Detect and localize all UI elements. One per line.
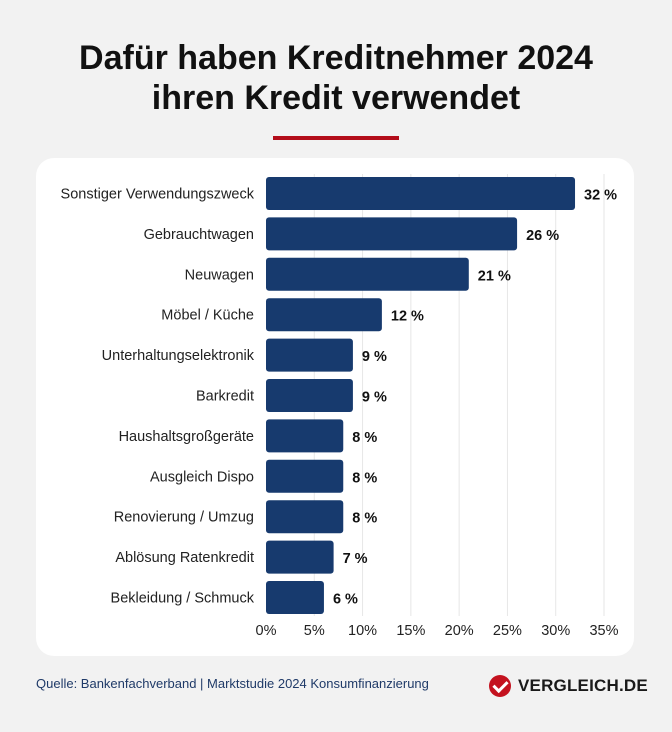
x-tick-label: 30% (541, 623, 570, 639)
bar (266, 379, 353, 412)
bar (266, 459, 344, 493)
bar (266, 217, 518, 251)
category-label: Ausgleich Dispo (150, 469, 254, 485)
x-tick-label: 20% (445, 623, 474, 639)
value-label: 21 % (478, 268, 511, 284)
value-label: 8 % (352, 430, 377, 446)
value-label: 32 % (584, 188, 617, 204)
bar (266, 500, 344, 534)
chart-title-line-1: Dafür haben Kreditnehmer 2024 (79, 39, 593, 77)
value-label: 26 % (526, 228, 559, 244)
x-tick-label: 25% (493, 623, 522, 639)
bar (266, 419, 344, 453)
chart-title: Dafür haben Kreditnehmer 2024 ihren Kred… (0, 38, 672, 118)
category-label: Neuwagen (185, 267, 254, 283)
bar (266, 298, 382, 332)
value-label: 8 % (352, 511, 377, 527)
bar (266, 177, 576, 210)
title-underline (273, 136, 399, 140)
category-label: Gebrauchtwagen (144, 227, 254, 243)
category-label: Unterhaltungselektronik (102, 348, 255, 364)
bar (266, 338, 353, 372)
value-label: 9 % (362, 390, 387, 406)
chart-title-line-2: ihren Kredit verwendet (151, 79, 521, 117)
x-tick-label: 0% (256, 623, 277, 639)
x-tick-label: 35% (589, 623, 618, 639)
value-label: 7 % (343, 551, 368, 567)
bar (266, 540, 334, 574)
chart-card: Sonstiger Verwendungszweck 32 % Gebrauchtw… (36, 158, 634, 656)
value-label: 6 % (333, 592, 358, 608)
value-label: 8 % (352, 470, 377, 486)
category-label: Bekleidung / Schmuck (111, 591, 255, 607)
value-label: 12 % (391, 309, 424, 325)
value-label: 9 % (362, 349, 387, 365)
category-label: Renovierung / Umzug (114, 510, 254, 526)
checkmark-icon (489, 675, 511, 697)
bar (266, 581, 324, 614)
category-label: Möbel / Küche (161, 308, 254, 324)
bar-chart: Sonstiger Verwendungszweck 32 % Gebrauchtw… (61, 174, 619, 639)
x-tick-label: 15% (396, 623, 425, 639)
category-label: Ablösung Ratenkredit (115, 550, 254, 566)
source-note: Quelle: Bankenfachverband | Marktstudie … (36, 676, 429, 691)
bar (266, 257, 469, 291)
category-label: Sonstiger Verwendungszweck (61, 187, 255, 203)
x-tick-label: 10% (348, 623, 377, 639)
brand-name: VERGLEICH.DE (518, 676, 648, 695)
category-label: Haushaltsgroßgeräte (119, 429, 254, 445)
brand-logo: VERGLEICH.DE (489, 675, 648, 697)
x-tick-label: 5% (304, 623, 325, 639)
category-label: Barkredit (196, 389, 254, 405)
